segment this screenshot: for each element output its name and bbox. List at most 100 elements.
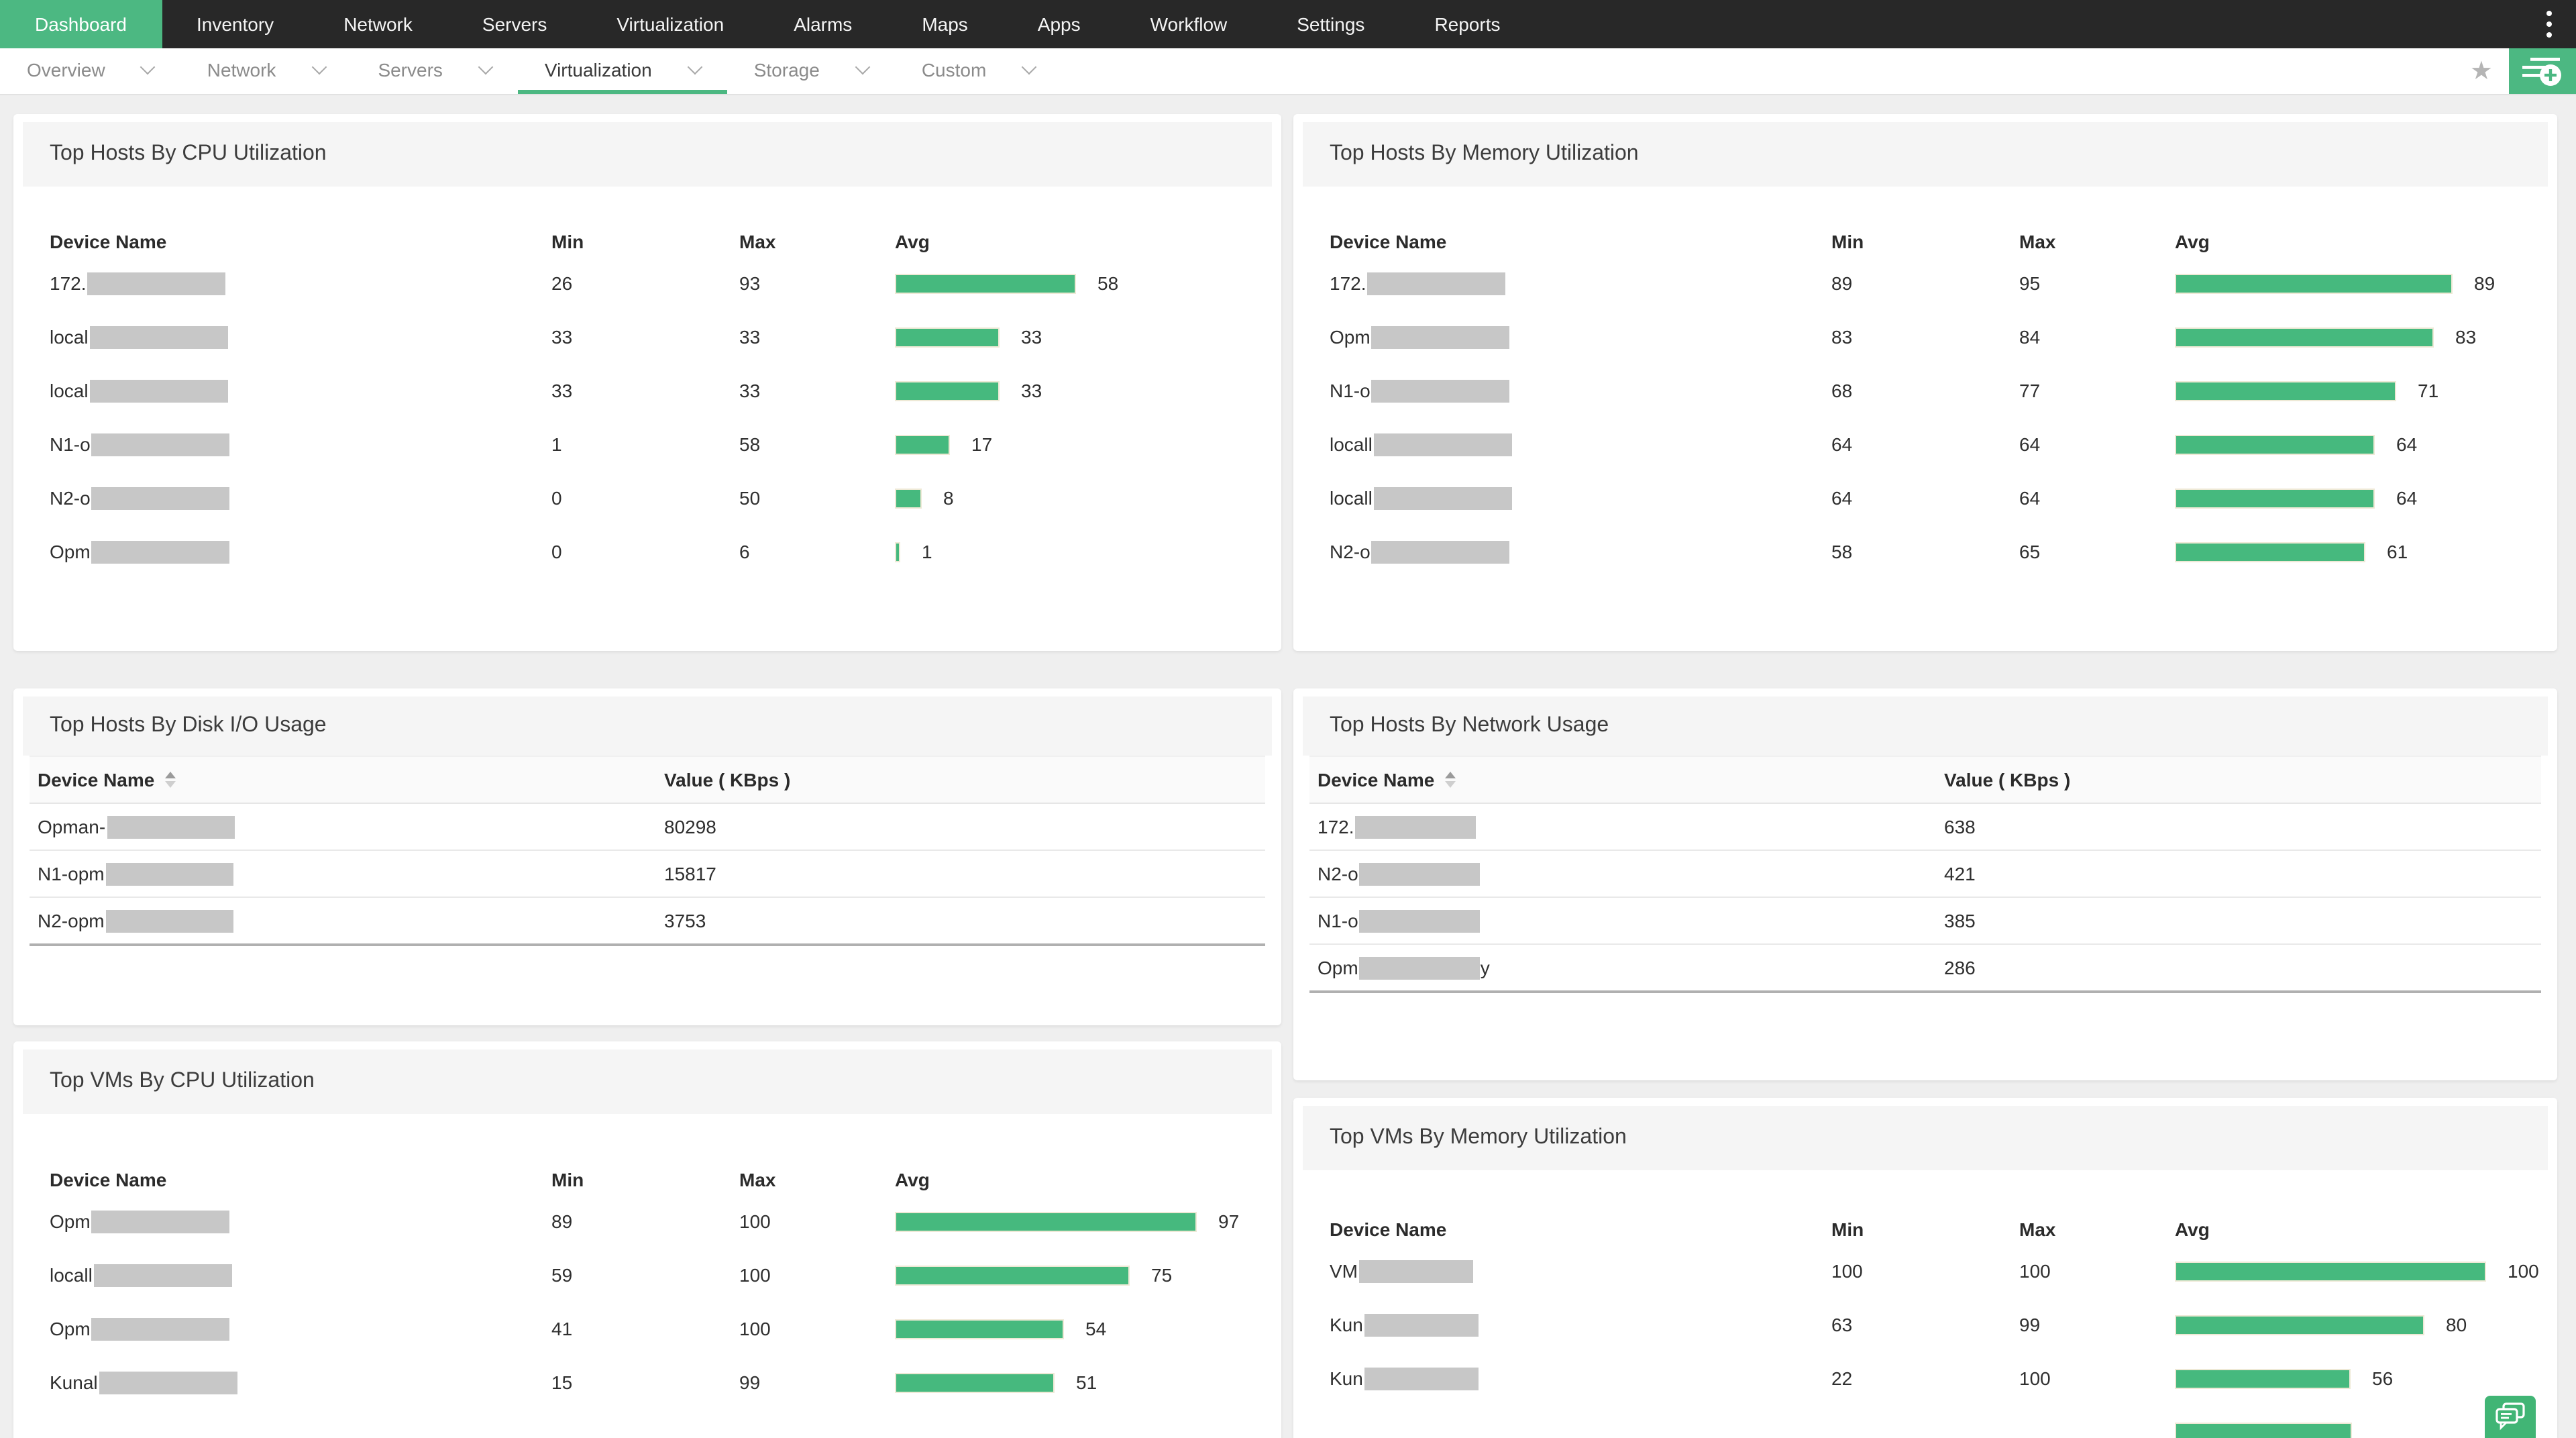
- device-name-link[interactable]: N1-o: [1309, 909, 1944, 932]
- chat-bubbles-icon: [2496, 1402, 2525, 1431]
- device-name-link[interactable]: Opm: [23, 1317, 551, 1340]
- col-device-name-sortable[interactable]: Device Name: [1309, 769, 1944, 790]
- add-widget-button[interactable]: [2509, 48, 2576, 94]
- table-row: Opm y 286: [1309, 945, 2541, 993]
- panel-title: Top Hosts By Memory Utilization: [1330, 142, 1639, 165]
- table-row: locall 64 64 64: [1303, 417, 2548, 471]
- tab-storage[interactable]: Storage: [727, 48, 895, 94]
- nav-item-virtualization[interactable]: Virtualization: [616, 13, 724, 35]
- value-kbps: 80298: [664, 816, 716, 837]
- device-name-link[interactable]: local: [23, 379, 551, 402]
- chevron-down-icon[interactable]: [855, 59, 871, 75]
- clipped-bar-fragment: [2175, 1422, 2352, 1438]
- min-value: 64: [1831, 487, 1853, 509]
- col-avg: Avg: [895, 1169, 930, 1190]
- device-name-link[interactable]: Kun: [1303, 1313, 1831, 1336]
- chevron-down-icon[interactable]: [478, 59, 494, 75]
- avg-value: 56: [2372, 1368, 2394, 1389]
- min-value: 33: [551, 326, 573, 348]
- avg-value: 8: [943, 487, 954, 509]
- nav-item-workflow[interactable]: Workflow: [1150, 13, 1228, 35]
- star-icon[interactable]: ★: [2469, 57, 2493, 85]
- device-name-link[interactable]: N2-opm: [30, 909, 664, 932]
- device-name-link[interactable]: locall: [1303, 433, 1831, 456]
- nav-item-settings[interactable]: Settings: [1297, 13, 1365, 35]
- nav-item-reports[interactable]: Reports: [1434, 13, 1501, 35]
- avg-value: 54: [1085, 1318, 1107, 1339]
- device-name-link[interactable]: N2-o: [23, 486, 551, 509]
- device-name-link[interactable]: Opm: [23, 1210, 551, 1233]
- device-name-link[interactable]: N1-o: [23, 433, 551, 456]
- panel-title: Top VMs By Memory Utilization: [1330, 1126, 1627, 1149]
- sort-icon: [165, 772, 176, 788]
- nav-item-inventory[interactable]: Inventory: [197, 13, 274, 35]
- redacted-device-name: [1359, 909, 1481, 932]
- tab-network[interactable]: Network: [180, 48, 352, 94]
- device-name-link[interactable]: N2-o: [1309, 862, 1944, 885]
- col-device-name: Device Name: [1330, 1219, 1447, 1240]
- device-name-link[interactable]: locall: [23, 1264, 551, 1286]
- device-name-prefix: VM: [1330, 1260, 1358, 1282]
- tab-overview[interactable]: Overview: [0, 48, 180, 94]
- min-value: 22: [1831, 1368, 1853, 1389]
- chevron-down-icon[interactable]: [687, 59, 703, 75]
- chevron-down-icon[interactable]: [1021, 59, 1037, 75]
- device-name-link[interactable]: VM: [1303, 1260, 1831, 1282]
- avg-value: 64: [2396, 433, 2418, 455]
- table-header-row: Device Name Value ( KBps ): [1309, 756, 2541, 804]
- device-name-link[interactable]: local: [23, 325, 551, 348]
- nav-item-apps[interactable]: Apps: [1037, 13, 1081, 35]
- tab-servers[interactable]: Servers: [351, 48, 517, 94]
- nav-item-network[interactable]: Network: [343, 13, 413, 35]
- device-name-link[interactable]: N2-o: [1303, 540, 1831, 563]
- tab-virtualization[interactable]: Virtualization: [517, 48, 727, 94]
- avg-bar: [2175, 1368, 2351, 1388]
- device-name-prefix: N2-o: [1318, 863, 1358, 884]
- avg-bar: [2175, 488, 2375, 508]
- device-name-link[interactable]: locall: [1303, 486, 1831, 509]
- min-value: 33: [551, 380, 573, 401]
- nav-item-dashboard[interactable]: Dashboard: [0, 0, 162, 48]
- chevron-down-icon[interactable]: [311, 59, 327, 75]
- device-name-prefix: 172.: [50, 272, 87, 294]
- avg-bar: [895, 1211, 1197, 1231]
- device-name-link[interactable]: 172.: [1303, 272, 1831, 295]
- tab-custom[interactable]: Custom: [895, 48, 1061, 94]
- avg-value: 64: [2396, 487, 2418, 509]
- tab-label: Virtualization: [544, 58, 652, 80]
- kebab-menu-icon[interactable]: [2536, 0, 2563, 48]
- nav-item-alarms[interactable]: Alarms: [794, 13, 853, 35]
- device-name-prefix: Kunal: [50, 1372, 98, 1393]
- device-name-link[interactable]: Kunal: [23, 1371, 551, 1394]
- nav-item-servers[interactable]: Servers: [482, 13, 547, 35]
- nav-item-maps[interactable]: Maps: [922, 13, 968, 35]
- device-name-link[interactable]: Opman-: [30, 815, 664, 838]
- table-row: N2-o 58 65 61: [1303, 525, 2548, 578]
- device-name-prefix: Opm: [1318, 957, 1358, 978]
- table-row: Opm 41 100 54: [23, 1302, 1272, 1355]
- device-name-link[interactable]: Kun: [1303, 1367, 1831, 1390]
- col-label: Device Name: [1318, 769, 1435, 790]
- chat-support-button[interactable]: [2485, 1396, 2536, 1438]
- device-name-link[interactable]: Opm y: [1309, 956, 1944, 979]
- panel-top-hosts-network: Top Hosts By Network Usage Device Name V…: [1293, 688, 2557, 1080]
- device-name-link[interactable]: 172.: [1309, 815, 1944, 838]
- device-name-prefix: locall: [1330, 487, 1373, 509]
- table-row: Kun 22 100 56: [1303, 1351, 2548, 1405]
- avg-value: 17: [971, 433, 993, 455]
- col-device-name: Device Name: [50, 1169, 167, 1190]
- device-name-prefix: 172.: [1330, 272, 1366, 294]
- chevron-down-icon[interactable]: [140, 59, 156, 75]
- avg-bar: [2175, 273, 2453, 293]
- value-kbps: 15817: [664, 863, 716, 884]
- device-name-link[interactable]: N1-o: [1303, 379, 1831, 402]
- table-row: locall 59 100 75: [23, 1248, 1272, 1302]
- redacted-device-name: [91, 1210, 230, 1233]
- col-device-name-sortable[interactable]: Device Name: [30, 769, 664, 790]
- device-name-link[interactable]: Opm: [23, 540, 551, 563]
- device-name-link[interactable]: Opm: [1303, 325, 1831, 348]
- device-name-link[interactable]: N1-opm: [30, 862, 664, 885]
- device-name-link[interactable]: 172.: [23, 272, 551, 295]
- value-kbps: 3753: [664, 910, 706, 931]
- col-device-name: Device Name: [1330, 231, 1447, 252]
